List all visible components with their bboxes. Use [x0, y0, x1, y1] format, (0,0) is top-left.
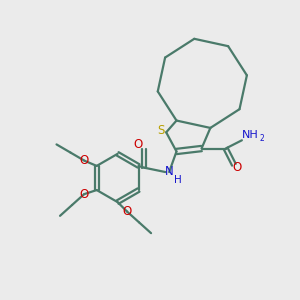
Text: O: O [133, 139, 142, 152]
Text: O: O [233, 160, 242, 174]
Text: N: N [165, 165, 174, 178]
Text: O: O [80, 188, 89, 201]
Text: O: O [80, 154, 89, 167]
Text: 2: 2 [260, 134, 264, 143]
Text: H: H [174, 175, 182, 185]
Text: O: O [122, 205, 132, 218]
Text: S: S [157, 124, 165, 137]
Text: NH: NH [242, 130, 259, 140]
